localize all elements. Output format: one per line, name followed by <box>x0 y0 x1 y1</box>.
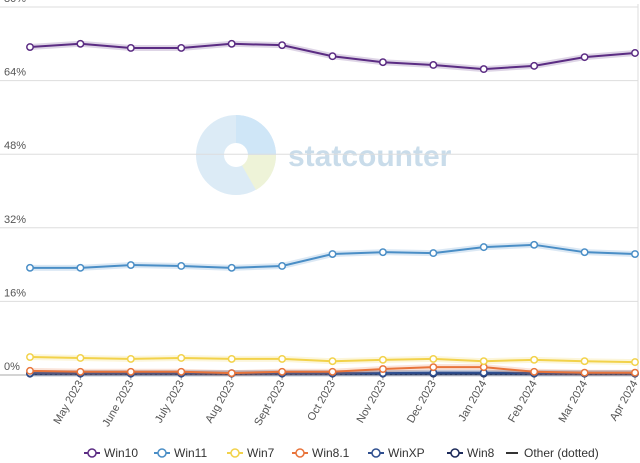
legend-marker <box>295 448 305 458</box>
point <box>530 367 539 376</box>
point <box>479 243 488 252</box>
legend-item: Win8.1 <box>292 446 350 460</box>
point <box>126 354 135 363</box>
y-tick-label: 80% <box>4 0 26 5</box>
x-tick-label: May 2023 <box>51 379 86 427</box>
point <box>378 365 387 373</box>
point <box>26 366 34 375</box>
x-tick-label: Aug 2023 <box>203 379 237 426</box>
watermark-logo <box>196 115 277 195</box>
legend-label: Other (dotted) <box>524 446 599 460</box>
point <box>76 263 85 272</box>
point <box>631 368 639 377</box>
x-tick-label: Nov 2023 <box>355 379 389 426</box>
point <box>227 369 236 378</box>
point <box>278 41 287 50</box>
point <box>429 61 438 69</box>
point <box>631 49 639 57</box>
point <box>328 52 337 61</box>
point <box>530 355 539 364</box>
point <box>631 250 639 258</box>
x-tick-label: Dec 2023 <box>405 379 439 426</box>
x-tick-label: Apr 2024 <box>608 379 640 424</box>
x-tick-label: Sept 2023 <box>252 379 287 428</box>
point <box>278 354 287 363</box>
point <box>429 363 438 372</box>
point <box>177 262 186 270</box>
y-tick-label: 48% <box>4 140 26 152</box>
point <box>580 53 589 62</box>
point <box>479 357 488 366</box>
legend-marker <box>157 448 167 458</box>
point <box>378 58 387 67</box>
point <box>126 43 135 52</box>
legend-item: Win11 <box>154 446 207 460</box>
point <box>177 367 186 376</box>
point <box>76 354 85 362</box>
x-tick-label: Jan 2024 <box>456 379 489 424</box>
legend-label: Win7 <box>247 446 275 460</box>
legend-marker <box>87 448 97 458</box>
point <box>76 367 85 376</box>
legend-label: Win8 <box>467 446 495 460</box>
point <box>126 367 135 376</box>
point <box>429 354 438 363</box>
point <box>76 39 85 48</box>
y-tick-label: 32% <box>4 214 26 226</box>
point <box>26 263 34 272</box>
point <box>429 249 438 258</box>
point <box>26 353 34 362</box>
point <box>227 263 236 272</box>
point <box>580 368 589 377</box>
legend-item: Win10 <box>84 446 138 460</box>
legend-item: Win8 <box>447 446 495 460</box>
x-tick-label: July 2023 <box>153 379 187 426</box>
point <box>177 43 186 52</box>
y-tick-label: 64% <box>4 67 26 79</box>
point <box>227 354 236 363</box>
legend-marker <box>230 448 240 458</box>
legend-label: WinXP <box>388 446 425 460</box>
x-tick-label: June 2023 <box>100 379 136 430</box>
point <box>278 262 287 270</box>
point <box>580 248 589 257</box>
legend-marker <box>371 448 381 458</box>
point <box>530 61 539 70</box>
point <box>328 357 337 366</box>
y-tick-label: 0% <box>4 361 20 373</box>
legend-item: WinXP <box>368 446 425 460</box>
x-tick-label: Mar 2024 <box>557 379 591 425</box>
point <box>328 250 337 258</box>
point <box>479 65 488 74</box>
y-tick-label: 16% <box>4 287 26 299</box>
watermark: statcounter <box>288 140 452 173</box>
point <box>126 261 135 270</box>
point <box>177 354 186 362</box>
point <box>530 240 539 249</box>
legend-item: Win7 <box>227 446 275 460</box>
point <box>26 43 34 51</box>
legend-item: Other (dotted) <box>506 446 599 460</box>
point <box>328 367 337 376</box>
point <box>378 248 387 257</box>
legend-label: Win10 <box>104 446 138 460</box>
point <box>378 355 387 364</box>
x-tick-label: Oct 2023 <box>305 379 338 424</box>
point <box>278 367 287 376</box>
x-tick-label: Feb 2024 <box>506 379 540 425</box>
point <box>580 357 589 366</box>
legend-label: Win8.1 <box>312 446 350 460</box>
point <box>227 39 236 48</box>
point <box>631 358 639 367</box>
legend-label: Win11 <box>174 446 207 460</box>
legend-marker <box>450 448 460 458</box>
